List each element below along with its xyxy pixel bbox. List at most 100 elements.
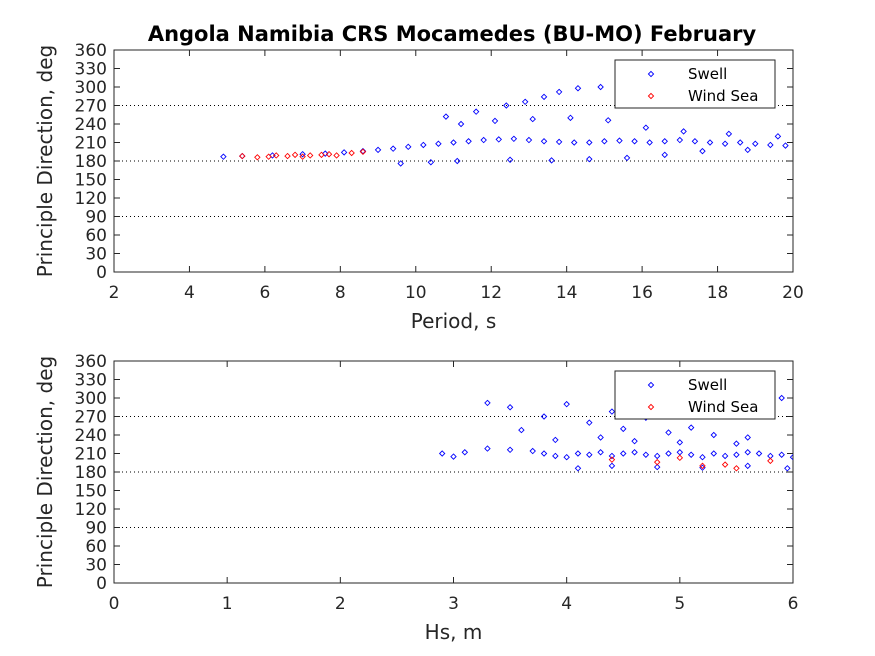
legend-label: Swell <box>688 376 727 394</box>
point-swell <box>563 453 570 461</box>
point-swell <box>778 394 785 402</box>
point-swell <box>574 465 582 472</box>
point-wind-sea <box>608 456 616 463</box>
y-tick-label: 90 <box>85 208 107 228</box>
point-swell <box>661 138 668 145</box>
point-wind-sea <box>699 462 706 470</box>
legend-marker <box>647 403 655 411</box>
point-swell <box>506 404 514 411</box>
point-swell <box>570 139 578 146</box>
x-tick-label: 14 <box>556 283 578 303</box>
point-swell <box>789 453 793 461</box>
point-swell <box>484 445 491 452</box>
point-swell <box>457 120 465 128</box>
y-tick-label: 90 <box>85 519 107 539</box>
point-swell <box>665 429 672 436</box>
point-wind-sea <box>325 150 333 158</box>
y-tick-label: 210 <box>75 445 107 465</box>
point-swell <box>484 399 491 407</box>
point-swell <box>699 147 706 155</box>
legend-label: Wind Sea <box>688 87 758 105</box>
point-swell <box>586 419 593 426</box>
y-tick-label: 0 <box>96 574 107 594</box>
point-swell <box>597 83 604 91</box>
x-tick-label: 10 <box>405 283 427 303</box>
point-swell <box>540 138 548 145</box>
point-swell <box>322 150 329 157</box>
point-swell <box>374 146 382 154</box>
y-tick-label: 180 <box>75 463 107 483</box>
point-swell <box>653 452 661 460</box>
point-swell <box>220 153 227 160</box>
y-tick-label: 300 <box>75 78 107 98</box>
point-swell <box>529 115 536 123</box>
y-tick-label: 120 <box>75 500 107 520</box>
point-swell <box>563 400 570 408</box>
point-wind-sea <box>653 458 661 466</box>
point-swell <box>442 113 450 120</box>
x-tick-label: 18 <box>707 283 729 303</box>
point-swell <box>574 84 582 92</box>
point-swell <box>552 452 559 460</box>
point-swell <box>454 157 461 165</box>
y-tick-label: 210 <box>75 134 107 154</box>
point-swell <box>461 449 469 456</box>
point-swell <box>710 450 718 457</box>
chart-title: Angola Namibia CRS Mocamedes (BU-MO) Feb… <box>148 22 757 46</box>
point-swell <box>340 149 348 156</box>
point-swell <box>529 447 536 455</box>
x-tick-label: 5 <box>674 594 685 614</box>
point-swell <box>725 130 733 138</box>
y-tick-label: 60 <box>85 537 107 557</box>
legend-marker <box>647 70 655 78</box>
y-tick-label: 0 <box>96 263 107 283</box>
point-swell <box>438 450 446 457</box>
x-tick-label: 2 <box>335 594 346 614</box>
point-swell <box>721 140 729 147</box>
x-tick-label: 1 <box>222 594 233 614</box>
point-swell <box>506 156 514 164</box>
point-swell <box>389 145 397 152</box>
x-tick-label: 4 <box>184 283 195 303</box>
point-wind-sea <box>272 152 280 159</box>
y-tick-label: 270 <box>75 97 107 117</box>
point-swell <box>435 140 442 147</box>
point-wind-sea <box>318 151 325 159</box>
point-swell <box>495 136 503 143</box>
point-swell <box>616 137 623 144</box>
y-tick-label: 60 <box>85 226 107 246</box>
point-swell <box>540 450 548 457</box>
point-swell <box>510 135 518 143</box>
y-tick-label: 300 <box>75 389 107 409</box>
y-tick-label: 30 <box>85 556 107 576</box>
point-wind-sea <box>299 153 306 160</box>
legend-marker <box>647 381 655 389</box>
point-swell <box>480 136 487 144</box>
point-wind-sea <box>239 152 246 160</box>
y-tick-label: 180 <box>75 152 107 172</box>
point-swell <box>299 150 306 158</box>
point-swell <box>706 139 714 146</box>
legend-box <box>614 370 776 420</box>
point-swell <box>472 108 480 115</box>
x-axis-label: Hs, m <box>425 620 483 644</box>
point-swell <box>733 440 740 447</box>
point-swell <box>623 154 631 162</box>
point-swell <box>525 136 533 144</box>
point-swell <box>767 141 774 149</box>
point-swell <box>642 451 650 458</box>
x-tick-label: 0 <box>109 594 120 614</box>
point-swell <box>710 431 718 439</box>
point-swell <box>465 138 472 145</box>
x-tick-label: 8 <box>335 283 346 303</box>
point-swell <box>676 439 684 446</box>
point-wind-sea <box>284 152 291 160</box>
point-wind-sea <box>291 151 299 159</box>
point-swell <box>631 138 638 145</box>
point-swell <box>567 114 574 122</box>
point-swell <box>586 451 593 458</box>
point-swell <box>676 136 684 144</box>
point-wind-sea <box>359 148 367 155</box>
